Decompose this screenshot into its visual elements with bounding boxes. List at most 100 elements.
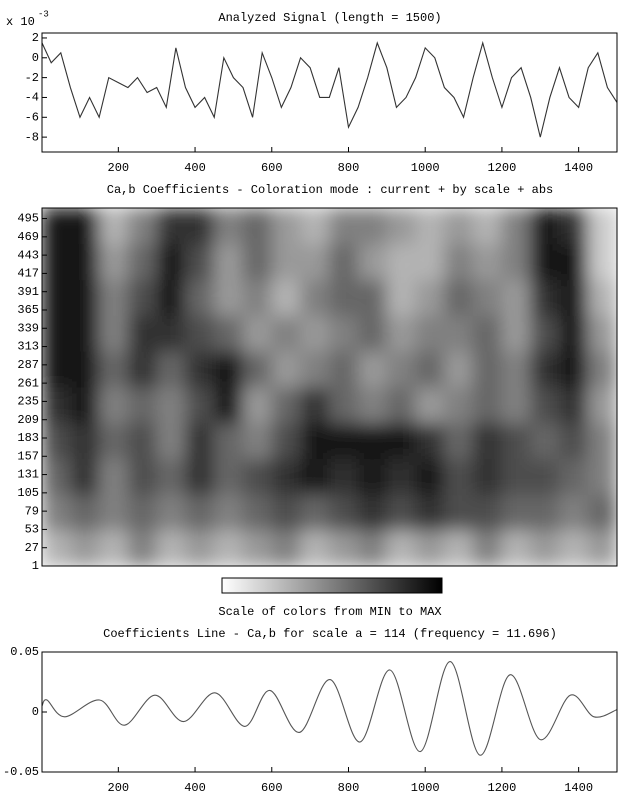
heatmap-cell	[214, 243, 244, 281]
y-tick-label: 0	[32, 705, 39, 719]
x-tick-label: 200	[108, 781, 130, 795]
x-tick-label: 1400	[564, 161, 593, 175]
heatmap-cell	[42, 493, 72, 531]
heatmap-cell	[501, 350, 532, 388]
y-tick-label: 365	[17, 303, 39, 317]
chart-title: Analyzed Signal (length = 1500)	[218, 11, 441, 25]
heatmap-cell	[587, 386, 617, 424]
heatmap-cell	[214, 529, 244, 566]
heatmap-cell	[444, 458, 474, 495]
y-tick-label: 469	[17, 230, 39, 244]
heatmap-cell	[472, 279, 503, 316]
heatmap-cell	[127, 493, 158, 531]
heatmap-cell	[185, 243, 215, 281]
heatmap-cell	[357, 422, 388, 460]
heatmap-cell	[386, 314, 417, 352]
heatmap-cell	[42, 314, 72, 352]
heatmap-cell	[587, 529, 617, 566]
heatmap-cell	[329, 458, 359, 495]
heatmap-cell	[444, 243, 474, 281]
heatmap-cell	[415, 493, 445, 531]
colorbar-label: Scale of colors from MIN to MAX	[218, 605, 441, 619]
heatmap-cell	[185, 350, 215, 388]
heatmap-cell	[70, 493, 100, 531]
x-tick-label: 800	[338, 161, 360, 175]
colorbar	[221, 577, 443, 594]
heatmap-cell	[300, 350, 330, 388]
axes-frame	[41, 32, 618, 153]
y-tick-label: 131	[17, 468, 39, 482]
heatmap-cell	[185, 279, 215, 316]
heatmap-cell	[242, 422, 273, 460]
heatmap-cell	[472, 458, 503, 495]
heatmap-cell	[242, 493, 273, 531]
heatmap-cell	[559, 243, 589, 281]
heatmap-cell	[214, 279, 244, 316]
y-tick-label: 0	[32, 51, 39, 65]
heatmap-cell	[271, 386, 302, 424]
y-tick-label: 209	[17, 413, 39, 427]
heatmap-cell	[242, 243, 273, 281]
heatmap-cell	[501, 529, 532, 566]
heatmap-cell	[559, 208, 589, 245]
heatmap-cell	[587, 279, 617, 316]
y-tick-label: 287	[17, 358, 39, 372]
heatmap-cell	[271, 243, 302, 281]
heatmap-cell	[415, 208, 445, 245]
heatmap-cell	[559, 279, 589, 316]
heatmap-cell	[99, 350, 129, 388]
heatmap-cell	[530, 279, 560, 316]
x-tick-label: 400	[184, 161, 206, 175]
heatmap-cell	[70, 458, 100, 495]
heatmap-cell	[99, 386, 129, 424]
heatmap-cell	[444, 386, 474, 424]
heatmap	[42, 208, 617, 566]
heatmap-cell	[329, 350, 359, 388]
x-tick-label: 1400	[564, 781, 593, 795]
heatmap-cell	[99, 458, 129, 495]
y-tick-label: 235	[17, 395, 39, 409]
heatmap-cell	[444, 422, 474, 460]
heatmap-cell	[185, 208, 215, 245]
y-tick-label: 105	[17, 486, 39, 500]
heatmap-cell	[587, 208, 617, 245]
heatmap-cell	[70, 314, 100, 352]
heatmap-cell	[99, 279, 129, 316]
heatmap-cell	[127, 279, 158, 316]
y-tick-label: 157	[17, 449, 39, 463]
heatmap-cell	[415, 243, 445, 281]
heatmap-cell	[415, 350, 445, 388]
y-tick-label: -4	[25, 91, 39, 105]
heatmap-cell	[329, 493, 359, 531]
heatmap-cell	[357, 314, 388, 352]
x-tick-label: 1200	[488, 161, 517, 175]
heatmap-cell	[156, 279, 187, 316]
heatmap-cell	[300, 314, 330, 352]
heatmap-cell	[42, 422, 72, 460]
heatmap-cell	[300, 243, 330, 281]
y-tick-label: -6	[25, 110, 39, 124]
heatmap-cell	[587, 243, 617, 281]
heatmap-cell	[415, 279, 445, 316]
heatmap-cell	[156, 208, 187, 245]
heatmap-cell	[415, 529, 445, 566]
heatmap-cell	[357, 350, 388, 388]
heatmap-cell	[300, 529, 330, 566]
heatmap-cell	[501, 314, 532, 352]
heatmap-cell	[156, 350, 187, 388]
heatmap-cell	[300, 422, 330, 460]
heatmap-cell	[214, 350, 244, 388]
heatmap-cell	[386, 422, 417, 460]
heatmap-cell	[42, 208, 72, 245]
heatmap-cell	[271, 529, 302, 566]
heatmap-cell	[214, 208, 244, 245]
heatmap-cell	[386, 493, 417, 531]
heatmap-cell	[242, 458, 273, 495]
y-tick-label: 443	[17, 248, 39, 262]
y-tick-label: 339	[17, 321, 39, 335]
heatmap-cell	[530, 386, 560, 424]
heatmap-cell	[214, 386, 244, 424]
heatmap-cell	[501, 493, 532, 531]
heatmap-cell	[70, 279, 100, 316]
